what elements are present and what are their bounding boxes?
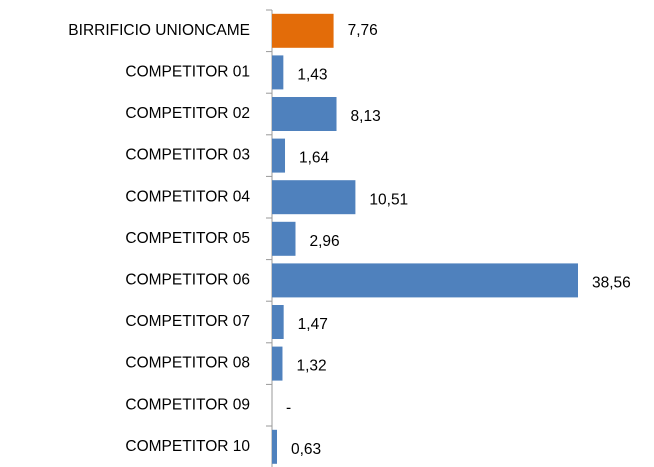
bar: [272, 221, 296, 256]
category-label: COMPETITOR 08: [125, 355, 250, 372]
value-label: 8,13: [351, 108, 381, 125]
category-label: BIRRIFICIO UNIONCAME: [68, 22, 250, 39]
category-label: COMPETITOR 01: [125, 63, 250, 80]
bar: [272, 305, 284, 339]
value-label: 10,51: [369, 191, 408, 208]
value-label: 38,56: [592, 274, 631, 291]
category-label: COMPETITOR 10: [125, 438, 250, 455]
category-label: COMPETITOR 05: [125, 230, 250, 247]
category-label: COMPETITOR 03: [125, 147, 250, 164]
category-label: COMPETITOR 04: [125, 188, 250, 205]
bar: [272, 97, 337, 131]
category-label: COMPETITOR 02: [125, 105, 250, 122]
category-label: COMPETITOR 06: [125, 271, 250, 288]
bar: [272, 13, 334, 48]
value-label: 2,96: [309, 233, 339, 250]
category-label: COMPETITOR 07: [125, 313, 250, 330]
value-label: 1,43: [297, 66, 327, 83]
bar: [272, 55, 284, 90]
bar: [272, 346, 283, 381]
value-label: 1,32: [296, 358, 326, 375]
bar: [272, 180, 356, 215]
value-label: 7,76: [348, 22, 378, 39]
value-label: -: [286, 399, 291, 416]
category-label: COMPETITOR 09: [125, 396, 250, 413]
value-label: 1,47: [298, 316, 328, 333]
bar: [272, 429, 277, 464]
bar: [272, 263, 578, 298]
value-label: 1,64: [299, 150, 330, 167]
bar: [272, 138, 286, 173]
value-label: 0,63: [291, 441, 321, 458]
